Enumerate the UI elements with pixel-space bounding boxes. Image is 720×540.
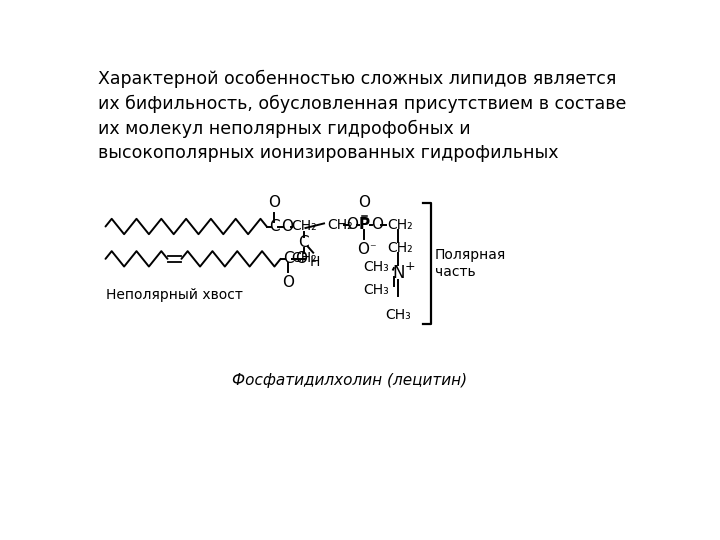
Text: H: H (310, 255, 320, 269)
Text: CH₃: CH₃ (386, 308, 411, 322)
Text: CH₃: CH₃ (363, 282, 389, 296)
Text: CH₂: CH₂ (292, 219, 317, 233)
Text: Характерной особенностью сложных липидов является
их бифильность, обусловленная : Характерной особенностью сложных липидов… (98, 70, 626, 162)
Text: O: O (294, 251, 307, 266)
Text: CH₂: CH₂ (387, 241, 413, 255)
Text: Полярная
часть: Полярная часть (435, 248, 506, 279)
Text: O: O (359, 195, 370, 211)
Text: C: C (283, 251, 294, 266)
Text: O: O (269, 195, 281, 211)
Text: C: C (269, 219, 280, 234)
Text: CH₂: CH₂ (292, 251, 317, 265)
Text: N: N (392, 264, 405, 282)
Text: +: + (405, 260, 415, 273)
Text: C: C (299, 235, 309, 250)
Text: CH₂: CH₂ (387, 218, 413, 232)
Text: O: O (371, 218, 383, 232)
Text: ⁻: ⁻ (369, 242, 376, 255)
Text: O: O (357, 242, 369, 257)
Text: Фосфатидилхолин (лецитин): Фосфатидилхолин (лецитин) (232, 373, 467, 388)
Text: CH₃: CH₃ (363, 260, 389, 274)
Text: O: O (282, 275, 294, 290)
Text: Неполярный хвост: Неполярный хвост (106, 288, 243, 302)
Text: O: O (281, 219, 293, 234)
Text: O: O (346, 218, 358, 232)
Text: CH₂: CH₂ (327, 218, 353, 232)
Text: P: P (359, 218, 370, 232)
